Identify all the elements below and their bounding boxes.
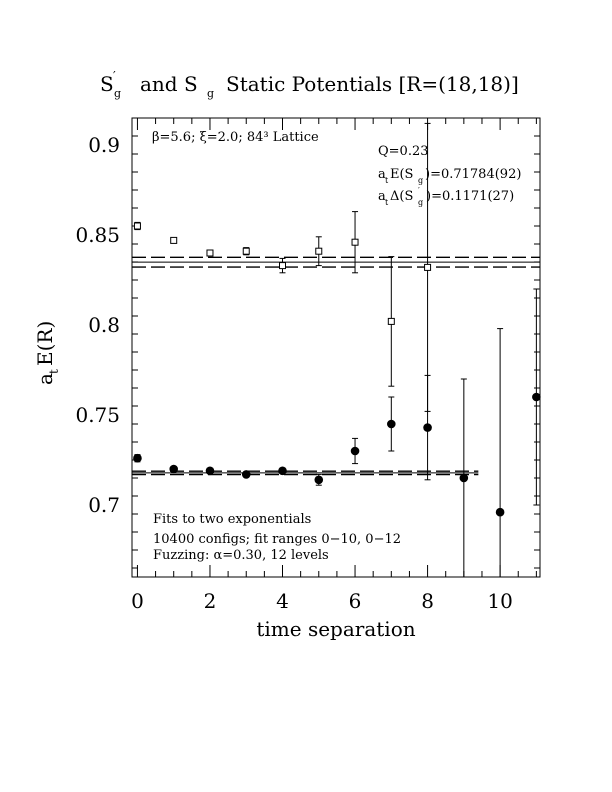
data-point-sg [495,507,505,517]
title-s2-sub: g [207,87,214,100]
title-mid: and S [140,72,198,96]
x-tick-labels: 0 2 4 6 8 10 [131,589,513,613]
y-tick-label: 0.7 [88,493,120,517]
y-axis-label: a t E(R) [33,321,61,385]
chart-title: S ′ g and S g Static Potentials [R=(18,1… [100,69,519,100]
svg-text:t: t [385,198,389,207]
data-point-sg-prime [242,247,250,255]
x-tick-label: 4 [276,589,289,613]
x-tick-label: 8 [421,589,434,613]
y-tick-label: 0.75 [75,403,120,427]
x-tick-label: 0 [131,589,144,613]
x-tick-label: 6 [349,589,362,613]
svg-text:′: ′ [418,186,420,195]
fit-lines [132,256,540,476]
title-s1: S [100,72,114,96]
svg-text:E(S: E(S [390,167,413,182]
x-tick-label: 10 [487,589,512,613]
y-tick-labels: 0.7 0.75 0.8 0.85 0.9 [75,133,120,517]
data-point-sg [133,453,142,463]
data-point-sg [241,470,251,479]
data-point-sg [169,464,179,474]
data-point-sg [459,473,469,483]
axis-ticks [132,117,540,577]
svg-text:a: a [33,373,57,385]
data-point-sg [205,466,215,476]
data-point-sg-prime [315,247,323,255]
x-axis-label: time separation [256,617,415,641]
annotation-fits-1: Fits to two exponentials [153,512,311,527]
annotation-lattice: β=5.6; ξ=2.0; 84³ Lattice [152,130,319,145]
svg-text:a: a [378,189,386,204]
x-tick-label: 2 [204,589,217,613]
annotation-q: Q=0.23 [378,144,429,159]
annotation-energy: a t E(S g )=0.71784(92) [378,167,521,185]
svg-text:)=0.71784(92): )=0.71784(92) [425,167,521,182]
data-point-sg [532,392,541,402]
data-point-sg-prime [424,263,432,271]
annotation-delta: a t Δ(S ′ g )=0.1171(27) [378,186,514,207]
y-tick-label: 0.85 [75,223,120,247]
title-end: Static Potentials [R=(18,18)] [226,72,519,96]
annotation-fits-3: Fuzzing: α=0.30, 12 levels [153,548,329,563]
data-point-sg [314,475,324,485]
svg-text:E(R): E(R) [33,321,57,366]
data-points [133,122,541,577]
title-s1-sub: g [114,87,121,100]
data-point-sg-prime [279,262,287,270]
data-point-sg-prime [170,236,178,244]
annotation-fits-2: 10400 configs; fit ranges 0−10, 0−12 [153,532,401,547]
title-s1-sup: ′ [113,69,116,83]
plot-frame [131,117,541,578]
svg-text:Δ(S: Δ(S [390,189,413,204]
y-tick-label: 0.9 [88,133,120,157]
y-tick-label: 0.8 [88,313,120,337]
svg-text:g: g [418,198,423,207]
data-point-sg-prime [133,222,141,230]
svg-text:t: t [47,369,61,374]
data-point-sg-prime [206,249,214,257]
svg-text:g: g [418,176,423,185]
data-point-sg-prime [351,238,359,246]
data-point-sg [423,423,432,432]
svg-text:a: a [378,167,386,182]
data-point-sg [387,419,396,429]
svg-text:t: t [385,176,389,185]
data-point-sg [278,466,287,476]
data-point-sg-prime [387,317,395,325]
svg-text:)=0.1171(27): )=0.1171(27) [426,189,514,204]
data-point-sg [350,446,360,456]
